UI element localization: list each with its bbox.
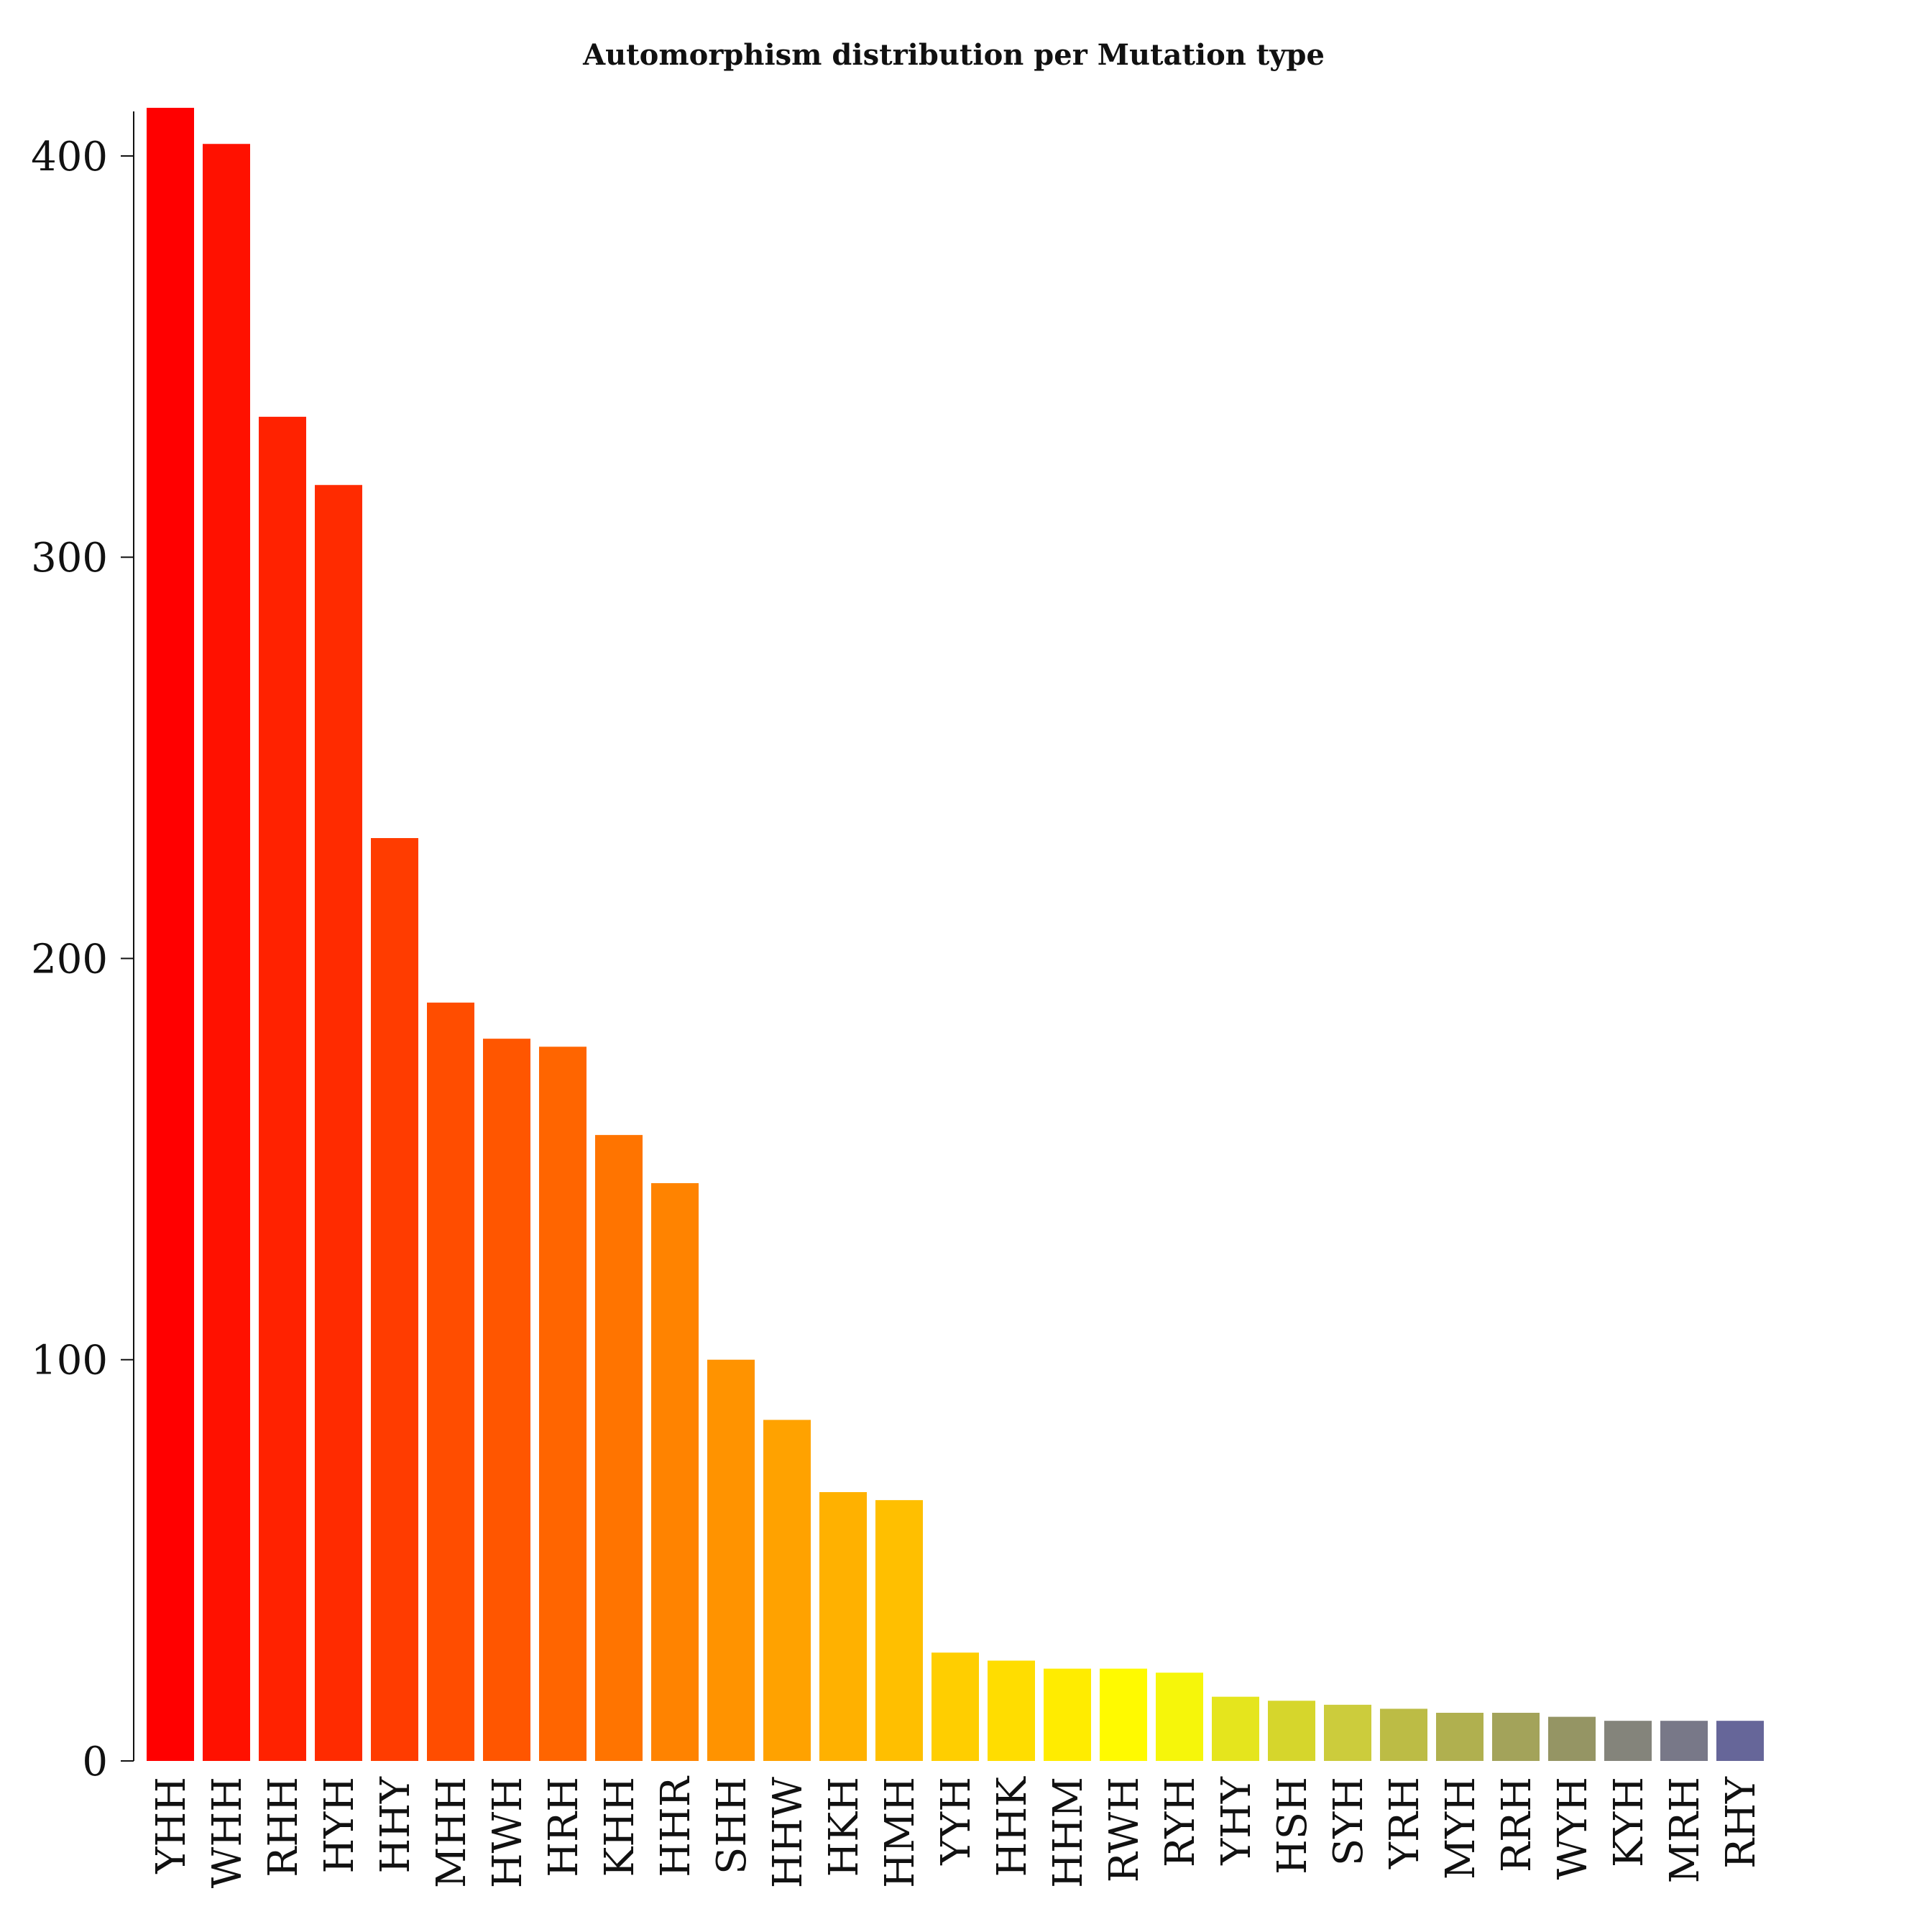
bar-hkh [819, 1491, 867, 1761]
bar-yhy [1212, 1696, 1259, 1761]
x-tick-label: HHK [989, 1776, 1036, 1877]
bar-yhh [147, 108, 194, 1761]
bar-hrh [539, 1046, 586, 1761]
x-tick-label: MYH [1438, 1777, 1484, 1880]
x-tick-label: HKH [821, 1777, 868, 1877]
chart-title: Automorphism distribution per Mutation t… [582, 38, 1325, 72]
x-tick-label: MHH [428, 1777, 475, 1888]
bar-wyh [1548, 1716, 1596, 1761]
bar-syh [1324, 1704, 1371, 1761]
bar-khh [595, 1135, 643, 1761]
bars-group [147, 108, 1764, 1762]
x-tick-label: MRH [1662, 1777, 1708, 1883]
bar-hhy [371, 838, 418, 1761]
x-tick-label: HHY [372, 1776, 419, 1874]
x-tick-label: RRH [1494, 1777, 1540, 1872]
x-tick-label: SHH [709, 1777, 755, 1874]
bar-hhw [763, 1420, 811, 1761]
x-tick-label: YHY [1213, 1776, 1260, 1866]
bar-myh [1436, 1713, 1484, 1761]
x-tick-label: HHM [1045, 1777, 1092, 1888]
x-tick-label: RHH [260, 1777, 307, 1877]
bar-whh [203, 144, 250, 1762]
bar-yyh [932, 1652, 979, 1761]
y-tick-label: 100 [31, 1338, 108, 1384]
x-tick-label: RHY [1718, 1776, 1765, 1869]
y-axis-ticks: 0 100 200 300 400 [31, 134, 134, 1785]
x-tick-label: WHH [204, 1777, 251, 1888]
x-tick-label: HRH [540, 1777, 587, 1877]
y-tick-label: 0 [82, 1739, 108, 1785]
bar-rrh [1492, 1713, 1540, 1761]
bar-shh [707, 1359, 755, 1761]
x-tick-label: HHW [765, 1777, 811, 1889]
x-tick-label: KYH [1606, 1777, 1652, 1867]
bar-ryh [1156, 1673, 1203, 1761]
bar-rhh [259, 416, 306, 1761]
y-tick-label: 300 [31, 535, 108, 581]
bar-hwh [483, 1039, 530, 1761]
bar-mrh [1660, 1721, 1708, 1761]
x-tick-label: HHR [653, 1775, 699, 1877]
bar-rwh [1100, 1668, 1147, 1761]
bar-rhy [1716, 1721, 1764, 1761]
bar-hyh [315, 484, 362, 1761]
bar-hsh [1268, 1701, 1315, 1761]
bar-mhh [427, 1002, 474, 1761]
x-tick-label: RWH [1101, 1777, 1148, 1882]
x-tick-label: WYH [1550, 1777, 1596, 1880]
x-tick-label: HSH [1269, 1777, 1316, 1874]
bar-hmh [875, 1500, 923, 1761]
y-tick-label: 400 [31, 134, 108, 180]
y-tick-label: 200 [31, 936, 108, 983]
x-tick-label: HWH [484, 1777, 531, 1888]
x-tick-label: YRH [1381, 1777, 1428, 1869]
x-tick-label: HMH [877, 1777, 924, 1888]
bar-hhm [1044, 1668, 1091, 1761]
bar-hhk [988, 1660, 1035, 1761]
x-tick-label: KHH [597, 1777, 643, 1877]
x-axis-labels: YHH WHH RHH HYH HHY MHH HWH HRH KHH HHR SHH HHW HKH H… [148, 1775, 1765, 1888]
x-tick-label: YHH [148, 1777, 195, 1874]
x-tick-label: SYH [1325, 1777, 1372, 1866]
bar-hhr [651, 1183, 699, 1761]
bar-yrh [1380, 1708, 1427, 1761]
x-tick-label: RYH [1157, 1777, 1204, 1867]
x-tick-label: YYH [933, 1777, 980, 1866]
x-tick-label: HYH [316, 1777, 363, 1874]
bar-kyh [1604, 1721, 1652, 1761]
